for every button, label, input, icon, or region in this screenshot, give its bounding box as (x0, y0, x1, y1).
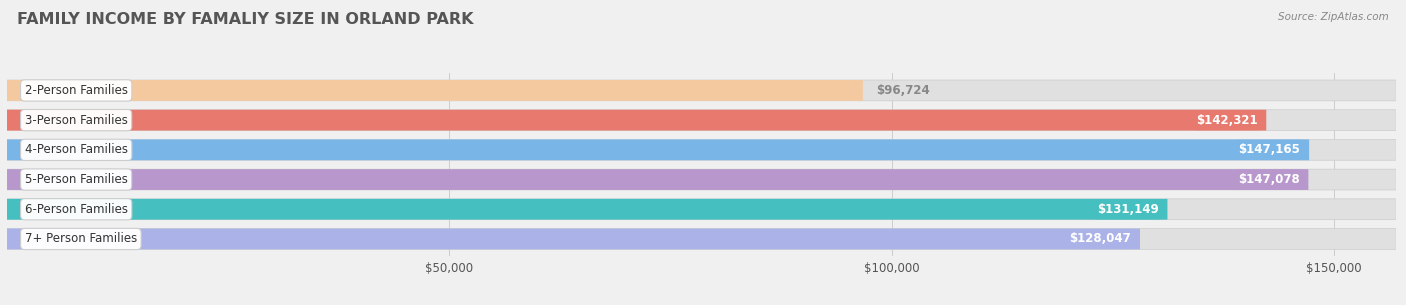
FancyBboxPatch shape (7, 169, 1309, 190)
FancyBboxPatch shape (7, 80, 1396, 101)
FancyBboxPatch shape (7, 139, 1396, 160)
Text: FAMILY INCOME BY FAMALIY SIZE IN ORLAND PARK: FAMILY INCOME BY FAMALIY SIZE IN ORLAND … (17, 12, 474, 27)
FancyBboxPatch shape (7, 228, 1396, 249)
FancyBboxPatch shape (7, 169, 1396, 190)
FancyBboxPatch shape (7, 199, 1167, 220)
FancyBboxPatch shape (7, 110, 1396, 131)
Text: 2-Person Families: 2-Person Families (25, 84, 128, 97)
Text: 4-Person Families: 4-Person Families (25, 143, 128, 156)
Text: $147,165: $147,165 (1239, 143, 1301, 156)
FancyBboxPatch shape (7, 80, 863, 101)
Text: 3-Person Families: 3-Person Families (25, 114, 128, 127)
Text: 6-Person Families: 6-Person Families (25, 203, 128, 216)
Text: 7+ Person Families: 7+ Person Families (25, 232, 136, 246)
Text: $96,724: $96,724 (876, 84, 929, 97)
FancyBboxPatch shape (7, 110, 1267, 131)
FancyBboxPatch shape (7, 199, 1396, 220)
Text: Source: ZipAtlas.com: Source: ZipAtlas.com (1278, 12, 1389, 22)
FancyBboxPatch shape (7, 139, 1309, 160)
Text: $147,078: $147,078 (1237, 173, 1299, 186)
Text: 5-Person Families: 5-Person Families (25, 173, 128, 186)
Text: $128,047: $128,047 (1070, 232, 1132, 246)
Text: $131,149: $131,149 (1097, 203, 1159, 216)
FancyBboxPatch shape (7, 228, 1140, 249)
Text: $142,321: $142,321 (1197, 114, 1257, 127)
